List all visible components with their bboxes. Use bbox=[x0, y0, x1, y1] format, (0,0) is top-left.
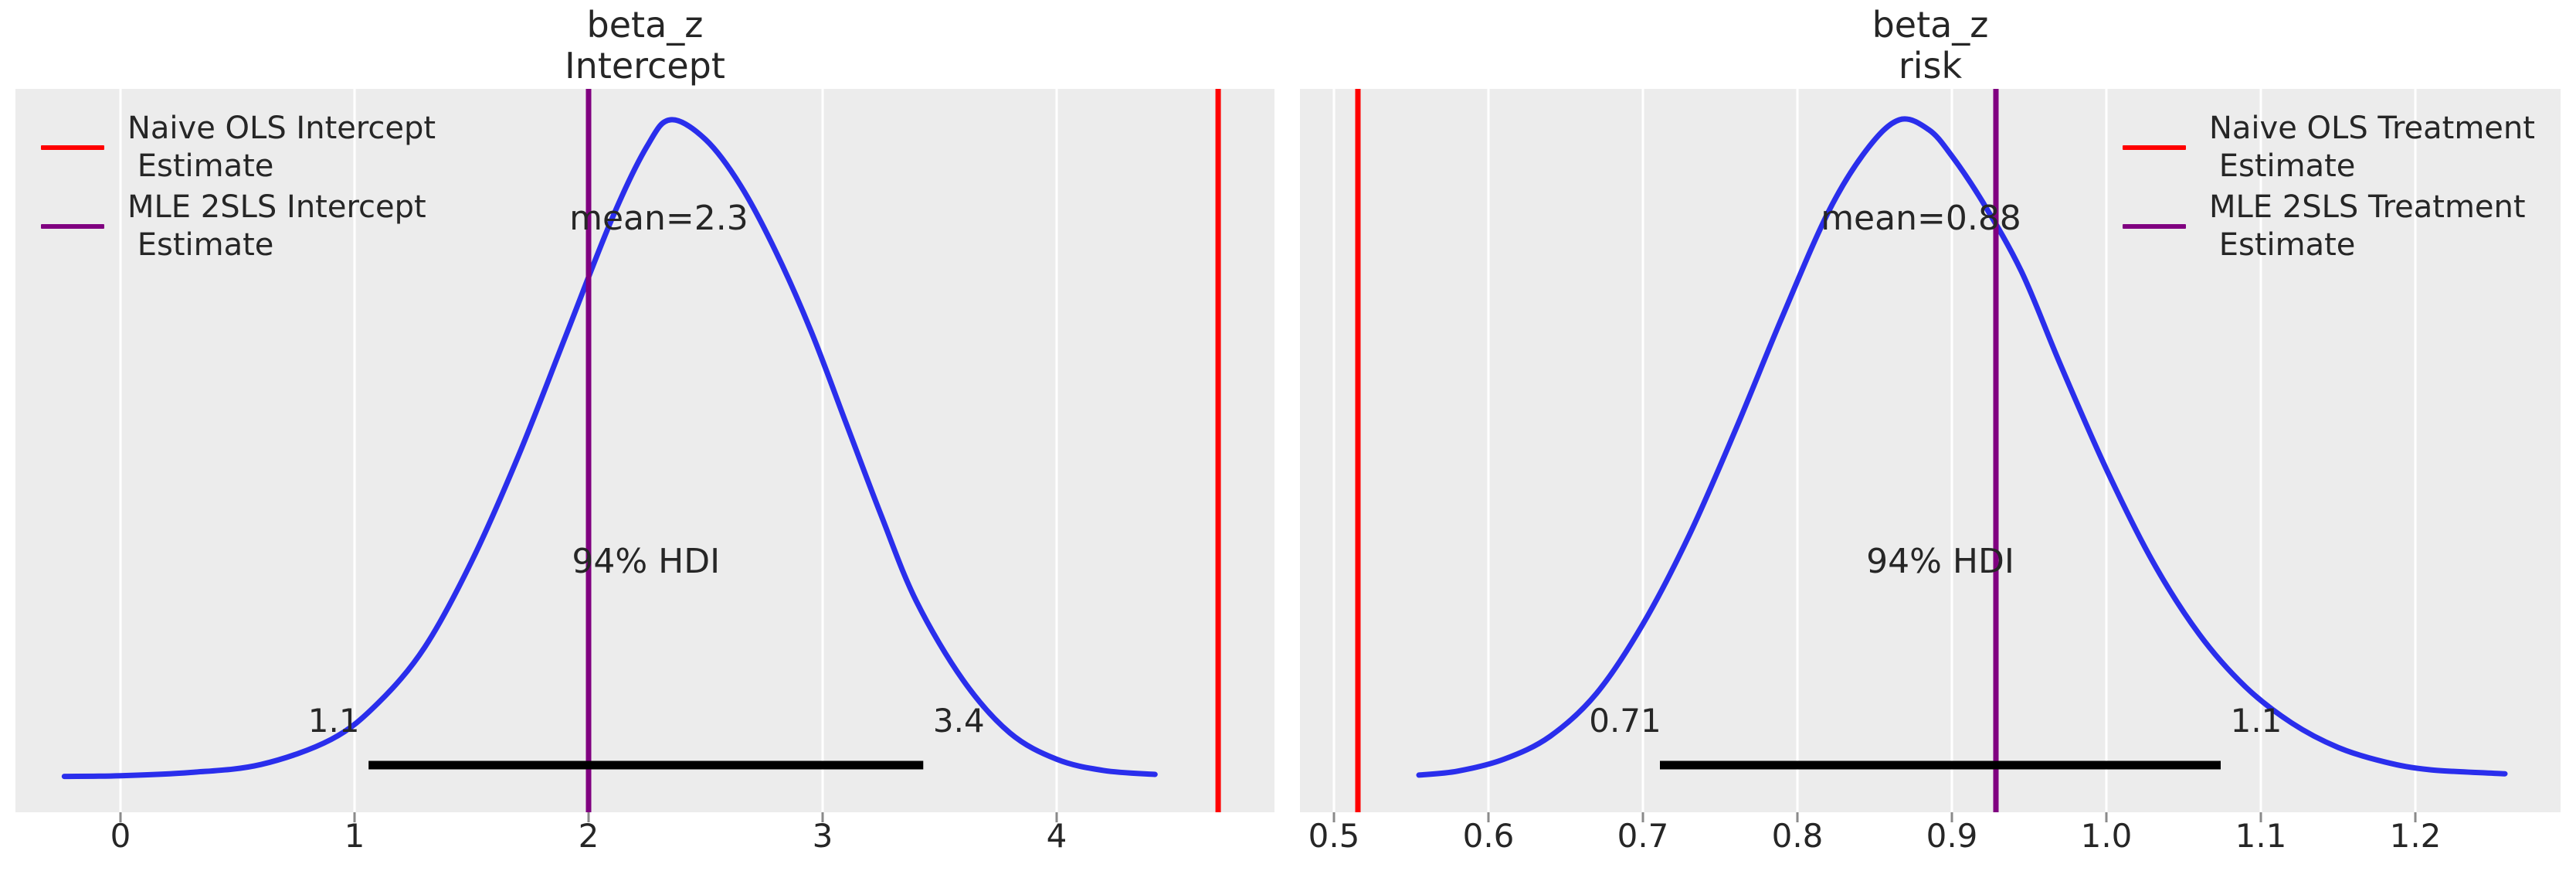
legend-label: Naive OLS Intercept Estimate bbox=[127, 110, 436, 185]
hdi-low-label: 1.1 bbox=[308, 702, 360, 740]
x-tick-label: 1.2 bbox=[2390, 817, 2442, 855]
red-line-swatch bbox=[2123, 145, 2186, 150]
legend-label-line2: Estimate bbox=[2209, 148, 2356, 184]
legend-label: Naive OLS Treatment Estimate bbox=[2209, 110, 2535, 185]
hdi-high-label: 3.4 bbox=[933, 702, 985, 740]
x-tick-label: 0.8 bbox=[1772, 817, 1824, 855]
mean-label: mean=0.88 bbox=[1821, 199, 2021, 238]
legend-item-naive-ols-intercept: Naive OLS Intercept Estimate bbox=[41, 110, 436, 185]
legend-item-mle-2sls-intercept: MLE 2SLS Intercept Estimate bbox=[41, 189, 436, 264]
x-tick-label: 4 bbox=[1047, 817, 1067, 855]
legend-label-line2: Estimate bbox=[127, 227, 274, 263]
plot-area-intercept bbox=[15, 89, 1274, 812]
kde-curve bbox=[61, 117, 1158, 780]
legend-risk: Naive OLS Treatment Estimate MLE 2SLS Tr… bbox=[2123, 110, 2535, 264]
kde-curve bbox=[1416, 116, 2508, 778]
plot-title-line1: beta_z bbox=[1872, 4, 1989, 46]
plot-title-intercept: beta_z Intercept bbox=[565, 5, 725, 87]
plot-title-line1: beta_z bbox=[586, 4, 704, 46]
legend-label-line1: MLE 2SLS Treatment bbox=[2209, 189, 2526, 225]
legend-label-line1: Naive OLS Treatment bbox=[2209, 111, 2535, 146]
red-line-swatch bbox=[41, 145, 104, 150]
legend-label-line1: Naive OLS Intercept bbox=[127, 111, 436, 146]
hdi-low-label: 0.71 bbox=[1589, 702, 1661, 740]
x-tick-label: 1.1 bbox=[2235, 817, 2287, 855]
legend-label: MLE 2SLS Treatment Estimate bbox=[2209, 189, 2526, 264]
x-tick-label: 0.7 bbox=[1617, 817, 1669, 855]
x-tick-label: 0.9 bbox=[1926, 817, 1978, 855]
legend-label-line1: MLE 2SLS Intercept bbox=[127, 189, 426, 225]
legend-item-mle-2sls-treatment: MLE 2SLS Treatment Estimate bbox=[2123, 189, 2535, 264]
plot-title-risk: beta_z risk bbox=[1872, 5, 1989, 87]
x-tick-label: 2 bbox=[579, 817, 599, 855]
plot-title-line2: Intercept bbox=[565, 45, 725, 87]
legend-label: MLE 2SLS Intercept Estimate bbox=[127, 189, 426, 264]
purple-line-swatch bbox=[41, 224, 104, 229]
legend-label-line2: Estimate bbox=[127, 148, 274, 184]
hdi-text-label: 94% HDI bbox=[572, 542, 720, 581]
hdi-high-label: 1.1 bbox=[2231, 702, 2282, 740]
legend-item-naive-ols-treatment: Naive OLS Treatment Estimate bbox=[2123, 110, 2535, 185]
mean-label: mean=2.3 bbox=[569, 199, 748, 238]
plot-area-risk bbox=[1300, 89, 2561, 812]
hdi-text-label: 94% HDI bbox=[1866, 542, 2014, 581]
legend-intercept: Naive OLS Intercept Estimate MLE 2SLS In… bbox=[41, 110, 436, 264]
legend-label-line2: Estimate bbox=[2209, 227, 2356, 263]
x-tick-label: 1 bbox=[344, 817, 365, 855]
purple-line-swatch bbox=[2123, 224, 2186, 229]
x-tick-label: 0.6 bbox=[1463, 817, 1515, 855]
plot-title-line2: risk bbox=[1898, 45, 1963, 87]
x-tick-label: 3 bbox=[813, 817, 833, 855]
x-tick-label: 0 bbox=[110, 817, 131, 855]
x-tick-label: 1.0 bbox=[2081, 817, 2133, 855]
x-tick-label: 0.5 bbox=[1308, 817, 1360, 855]
